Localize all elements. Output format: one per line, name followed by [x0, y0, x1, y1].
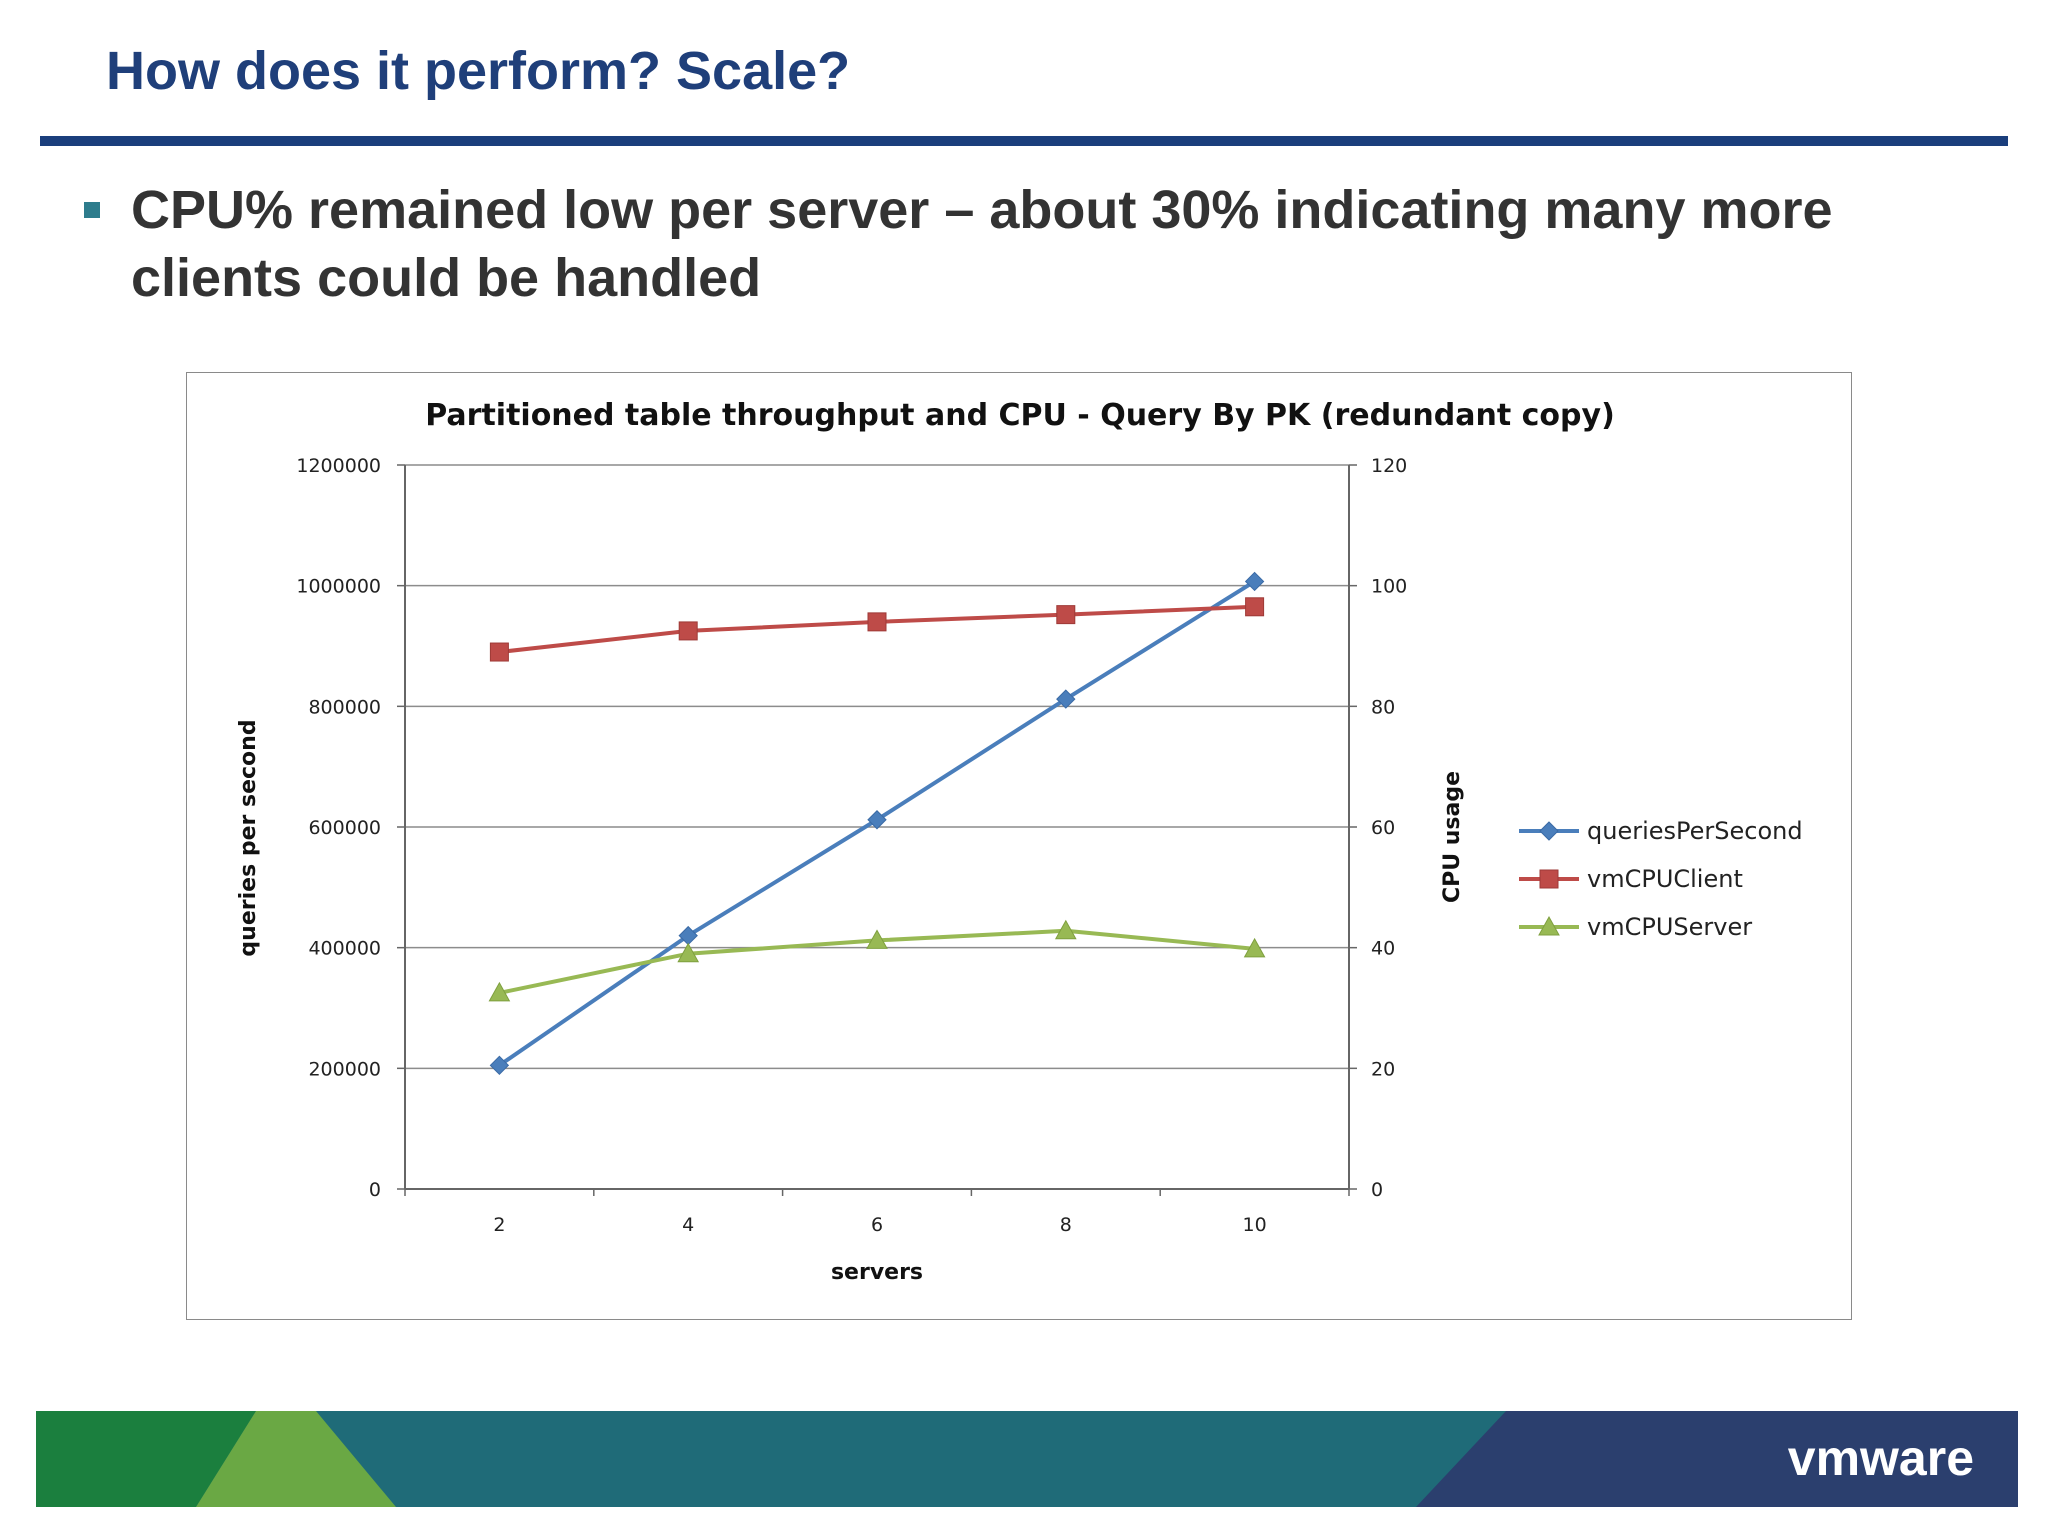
- data-point-vmCPUServer: [488, 981, 511, 1002]
- x-tick-label: 4: [682, 1214, 694, 1236]
- footer-bar: vmware: [36, 1411, 2018, 1507]
- y2-axis-title: CPU usage: [1440, 771, 1465, 903]
- legend-label-vmCPUClient: vmCPUClient: [1587, 865, 1743, 893]
- data-point-queriesPerSecond: [867, 810, 887, 830]
- x-tick-label: 6: [871, 1214, 883, 1236]
- y-tick-label: 800000: [308, 696, 381, 718]
- data-point-vmCPUClient: [489, 642, 509, 662]
- y-tick-label: 0: [369, 1179, 381, 1201]
- y2-tick-label: 80: [1371, 696, 1395, 718]
- y2-tick-label: 120: [1371, 455, 1407, 477]
- y2-tick-label: 40: [1371, 938, 1395, 960]
- footer-green-light-shape: [196, 1411, 396, 1507]
- y-tick-label: 600000: [308, 817, 381, 839]
- slide-title: How does it perform? Scale?: [106, 41, 851, 101]
- data-point-queriesPerSecond: [1056, 689, 1076, 709]
- data-point-vmCPUServer: [1243, 937, 1266, 958]
- chart-svg: Partitioned table throughput and CPU - Q…: [236, 398, 1803, 1285]
- footer-navy-shape: [1416, 1411, 2018, 1507]
- vmware-logo: vmware: [1788, 1430, 1974, 1486]
- legend-label-queriesPerSecond: queriesPerSecond: [1587, 817, 1803, 845]
- y-tick-label: 400000: [308, 938, 381, 960]
- data-point-queriesPerSecond: [489, 1055, 510, 1076]
- chart-title: Partitioned table throughput and CPU - Q…: [425, 398, 1615, 433]
- x-tick-label: 8: [1060, 1214, 1072, 1236]
- x-axis-title: servers: [831, 1260, 923, 1285]
- legend-marker-vmCPUClient: [1539, 869, 1559, 889]
- bullet-marker: [84, 202, 100, 218]
- y-axis-title: queries per second: [236, 719, 261, 956]
- data-point-vmCPUClient: [1056, 605, 1076, 625]
- data-point-vmCPUClient: [867, 612, 887, 632]
- data-point-vmCPUServer: [677, 942, 700, 963]
- legend-label-vmCPUServer: vmCPUServer: [1587, 913, 1752, 941]
- y2-tick-label: 0: [1371, 1179, 1383, 1201]
- y2-tick-label: 100: [1371, 576, 1407, 598]
- x-tick-label: 10: [1243, 1214, 1267, 1236]
- bullet-text: CPU% remained low per server – about 30%…: [131, 180, 1833, 308]
- y2-tick-label: 20: [1371, 1058, 1395, 1080]
- chart-container: Partitioned table throughput and CPU - Q…: [186, 372, 1852, 1320]
- x-tick-label: 2: [493, 1214, 505, 1236]
- y-tick-label: 1000000: [296, 576, 381, 598]
- data-point-vmCPUClient: [1245, 597, 1265, 617]
- data-point-vmCPUServer: [866, 929, 888, 949]
- legend-marker-queriesPerSecond: [1539, 821, 1559, 841]
- data-point-vmCPUServer: [1054, 919, 1077, 940]
- footer-green-dark-shape: [36, 1411, 256, 1507]
- data-point-queriesPerSecond: [1244, 571, 1265, 592]
- data-point-vmCPUClient: [678, 621, 698, 641]
- title-divider: [40, 136, 2008, 146]
- footer-graphic: vmware: [36, 1411, 2018, 1507]
- y2-tick-label: 60: [1371, 817, 1395, 839]
- legend-marker-vmCPUServer: [1538, 915, 1560, 936]
- y-tick-label: 200000: [308, 1058, 381, 1080]
- y-tick-label: 1200000: [296, 455, 381, 477]
